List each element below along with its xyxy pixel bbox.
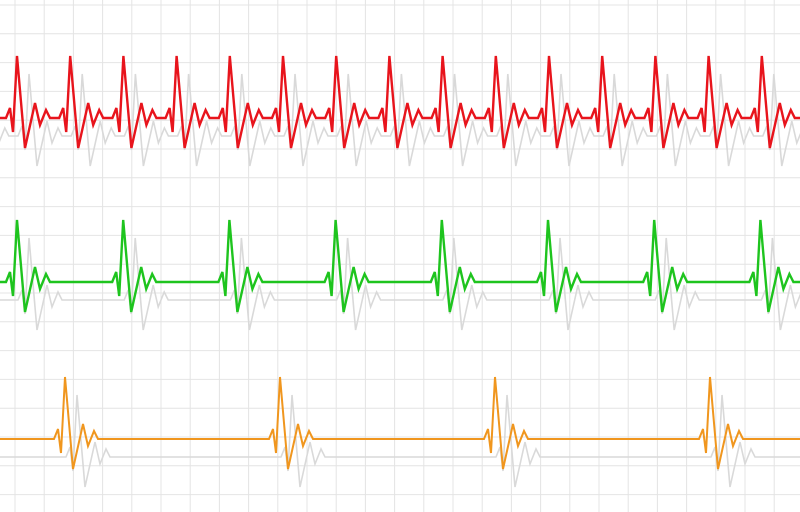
green-trace xyxy=(0,219,800,313)
orange-trace xyxy=(0,376,800,470)
red-trace-shadow xyxy=(0,73,800,167)
orange-trace-shadow xyxy=(0,394,800,488)
red-trace xyxy=(0,55,800,149)
ecg-traces xyxy=(0,55,800,488)
